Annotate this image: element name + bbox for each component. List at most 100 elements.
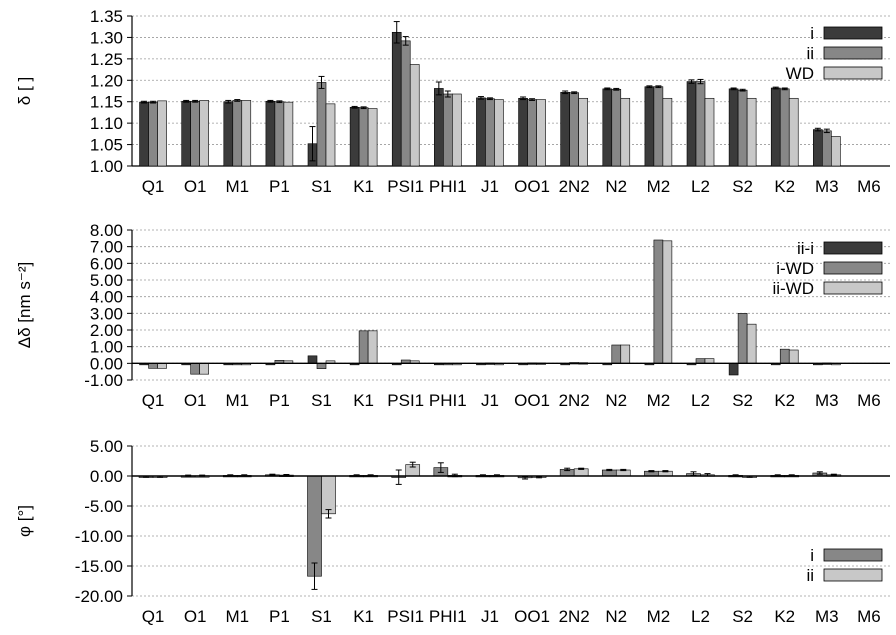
y-tick-label: 4.00 — [90, 288, 123, 307]
bar-Q1-ii — [148, 101, 158, 167]
bar-S1-ii-i — [307, 355, 318, 364]
x-tick-label: M1 — [225, 391, 249, 410]
bar-M3-WD — [831, 136, 841, 167]
x-tick-label: S2 — [732, 391, 753, 410]
y-tick-label: 1.15 — [90, 93, 123, 112]
bar-P1-WD — [283, 101, 294, 167]
x-tick-label: Q1 — [142, 177, 165, 196]
bar-S1-ii — [321, 475, 336, 515]
y-tick-label: 1.05 — [90, 136, 123, 155]
y-tick-label: -10.00 — [75, 527, 123, 546]
y-tick-label: 3.00 — [90, 304, 123, 323]
x-tick-label: PHI1 — [429, 177, 467, 196]
x-tick-label: N2 — [605, 391, 627, 410]
x-tick-label: Q1 — [142, 391, 165, 410]
x-tick-label: 2N2 — [559, 391, 590, 410]
bar-2N2-i — [560, 91, 570, 167]
x-tick-label: L2 — [691, 177, 710, 196]
bar-M2-ii-WD — [662, 240, 673, 364]
bar-Q1-i — [139, 101, 149, 167]
y-tick-label: 1.00 — [90, 338, 123, 357]
x-tick-label: Q1 — [142, 607, 165, 626]
x-tick-label: PHI1 — [429, 391, 467, 410]
bar-OO1-i — [518, 97, 528, 167]
y-tick-label: -15.00 — [75, 557, 123, 576]
bar-L2-WD — [704, 97, 715, 167]
y-tick-label: 0.00 — [90, 467, 123, 486]
bar-N2-ii-WD — [620, 344, 631, 364]
bar-PHI1-i — [434, 88, 444, 167]
x-tick-label: J1 — [481, 607, 499, 626]
y-tick-label: 1.10 — [90, 114, 123, 133]
x-tick-label: OO1 — [514, 391, 550, 410]
y-tick-label: 1.35 — [90, 7, 123, 26]
y-tick-label: 0.00 — [90, 354, 123, 373]
x-tick-label: J1 — [481, 177, 499, 196]
x-tick-label: J1 — [481, 391, 499, 410]
bar-O1-ii-WD — [199, 363, 209, 375]
bar-PSI1-WD — [409, 64, 420, 167]
x-tick-label: M1 — [225, 177, 249, 196]
bar-S2-i-WD — [737, 313, 748, 364]
y-tick-label: 5.00 — [90, 271, 123, 290]
bar-J1-WD — [494, 99, 504, 167]
bar-M2-ii — [653, 86, 664, 167]
bar-S2-ii — [737, 89, 748, 167]
legend-label: ii-WD — [772, 279, 814, 298]
bar-K2-ii — [779, 88, 790, 167]
bar-S1-ii — [316, 82, 327, 167]
y-axis-label: Δδ [nm s⁻²] — [15, 262, 34, 348]
bar-O1-WD — [199, 100, 209, 167]
x-tick-label: M1 — [225, 607, 249, 626]
x-tick-label: O1 — [184, 391, 207, 410]
bar-S2-i — [728, 88, 739, 167]
bar-N2-i-WD — [611, 344, 622, 364]
bar-O1-i-WD — [190, 363, 200, 375]
bar-K1-i — [349, 106, 360, 167]
bar-M3-ii — [822, 130, 832, 167]
x-tick-label: L2 — [691, 607, 710, 626]
legend-label: WD — [786, 64, 814, 83]
legend-label: ii-i — [797, 239, 814, 258]
bar-K1-WD — [367, 108, 378, 167]
bar-S1-i-WD — [316, 363, 327, 369]
legend-swatch — [823, 26, 883, 40]
y-tick-label: 5.00 — [90, 437, 123, 456]
legend-label: i — [810, 24, 814, 43]
y-tick-label: -5.00 — [84, 497, 123, 516]
bar-L2-ii-WD — [704, 358, 715, 364]
bar-N2-i — [602, 88, 613, 167]
x-tick-label: K2 — [774, 177, 795, 196]
x-tick-label: P1 — [269, 177, 290, 196]
x-tick-label: S1 — [311, 391, 332, 410]
x-tick-label: M6 — [857, 177, 881, 196]
x-tick-label: O1 — [184, 607, 207, 626]
legend-swatch — [823, 46, 883, 60]
x-tick-label: 2N2 — [559, 177, 590, 196]
bar-PSI1-i — [391, 31, 402, 167]
legend-label: i — [810, 546, 814, 565]
bar-J1-ii — [485, 98, 495, 167]
legend-swatch — [823, 66, 883, 80]
y-tick-label: 1.25 — [90, 50, 123, 69]
bar-K2-i — [770, 87, 781, 167]
bar-K2-WD — [788, 97, 799, 167]
x-tick-label: M3 — [815, 391, 839, 410]
x-tick-label: OO1 — [514, 607, 550, 626]
x-tick-label: L2 — [691, 391, 710, 410]
bar-Q1-ii-WD — [157, 363, 167, 369]
legend-swatch — [823, 548, 883, 562]
legend-swatch — [823, 568, 883, 582]
bar-OO1-ii — [527, 99, 537, 167]
y-axis-label: δ [ ] — [15, 77, 34, 105]
legend-swatch — [823, 281, 883, 295]
y-tick-label: 1.30 — [90, 28, 123, 47]
x-tick-label: M2 — [647, 607, 671, 626]
x-tick-label: 2N2 — [559, 607, 590, 626]
x-tick-label: P1 — [269, 607, 290, 626]
bar-M1-ii — [232, 100, 243, 167]
x-tick-label: OO1 — [514, 177, 550, 196]
legend-label: ii — [806, 44, 814, 63]
